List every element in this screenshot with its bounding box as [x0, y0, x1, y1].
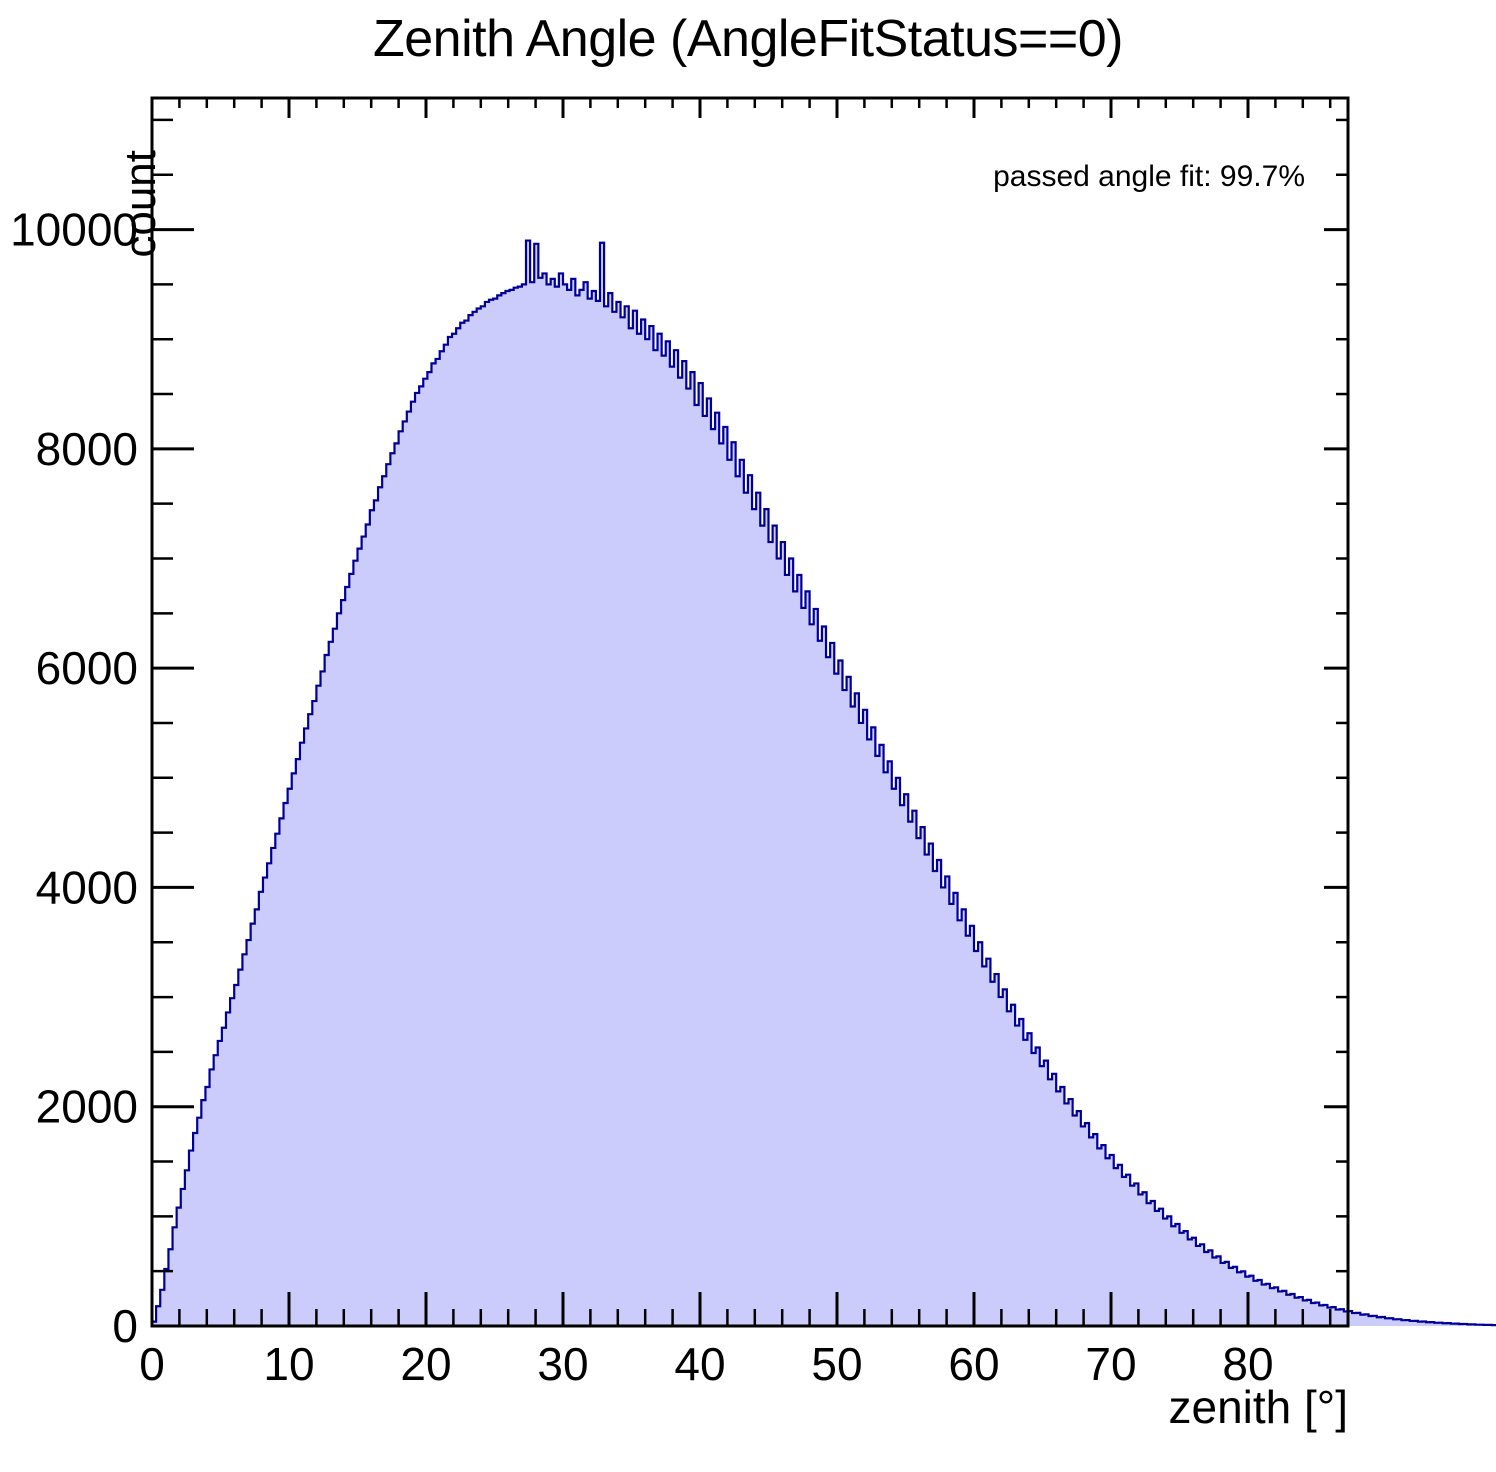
x-tick-label: 40 — [674, 1338, 725, 1390]
y-tick-label: 2000 — [36, 1081, 138, 1133]
x-tick-label: 0 — [139, 1338, 165, 1390]
x-tick-label: 30 — [537, 1338, 588, 1390]
histogram-outline — [150, 239, 1496, 1327]
y-axis-tick-labels: 0 2000 4000 6000 8000 10000 — [10, 204, 138, 1352]
x-tick-label: 20 — [400, 1338, 451, 1390]
x-axis-tick-labels: 0 10 20 30 40 50 60 70 80 — [139, 1338, 1273, 1390]
histogram-series — [150, 239, 1496, 1327]
x-tick-label: 50 — [811, 1338, 862, 1390]
y-axis-ticks — [152, 118, 1348, 1328]
histogram-fill — [152, 240, 1496, 1326]
x-tick-label: 70 — [1085, 1338, 1136, 1390]
y-tick-label: 10000 — [10, 204, 138, 256]
y-tick-label: 0 — [112, 1300, 138, 1352]
x-axis-title: zenith [°] — [1168, 1381, 1349, 1433]
page-title: Zenith Angle (AngleFitStatus==0) — [372, 10, 1124, 68]
axis-group: 0 10 20 30 40 50 60 70 80 0 2000 4000 6000 8000 10000 — [10, 96, 1350, 1390]
x-tick-label: 60 — [948, 1338, 999, 1390]
y-tick-label: 4000 — [36, 861, 138, 913]
x-tick-label: 80 — [1222, 1338, 1273, 1390]
stat-annotation: passed angle fit: 99.7% — [993, 160, 1305, 193]
x-tick-label: 10 — [263, 1338, 314, 1390]
y-tick-label: 6000 — [36, 642, 138, 694]
y-tick-label: 8000 — [36, 423, 138, 475]
plot-frame — [150, 96, 1350, 1328]
